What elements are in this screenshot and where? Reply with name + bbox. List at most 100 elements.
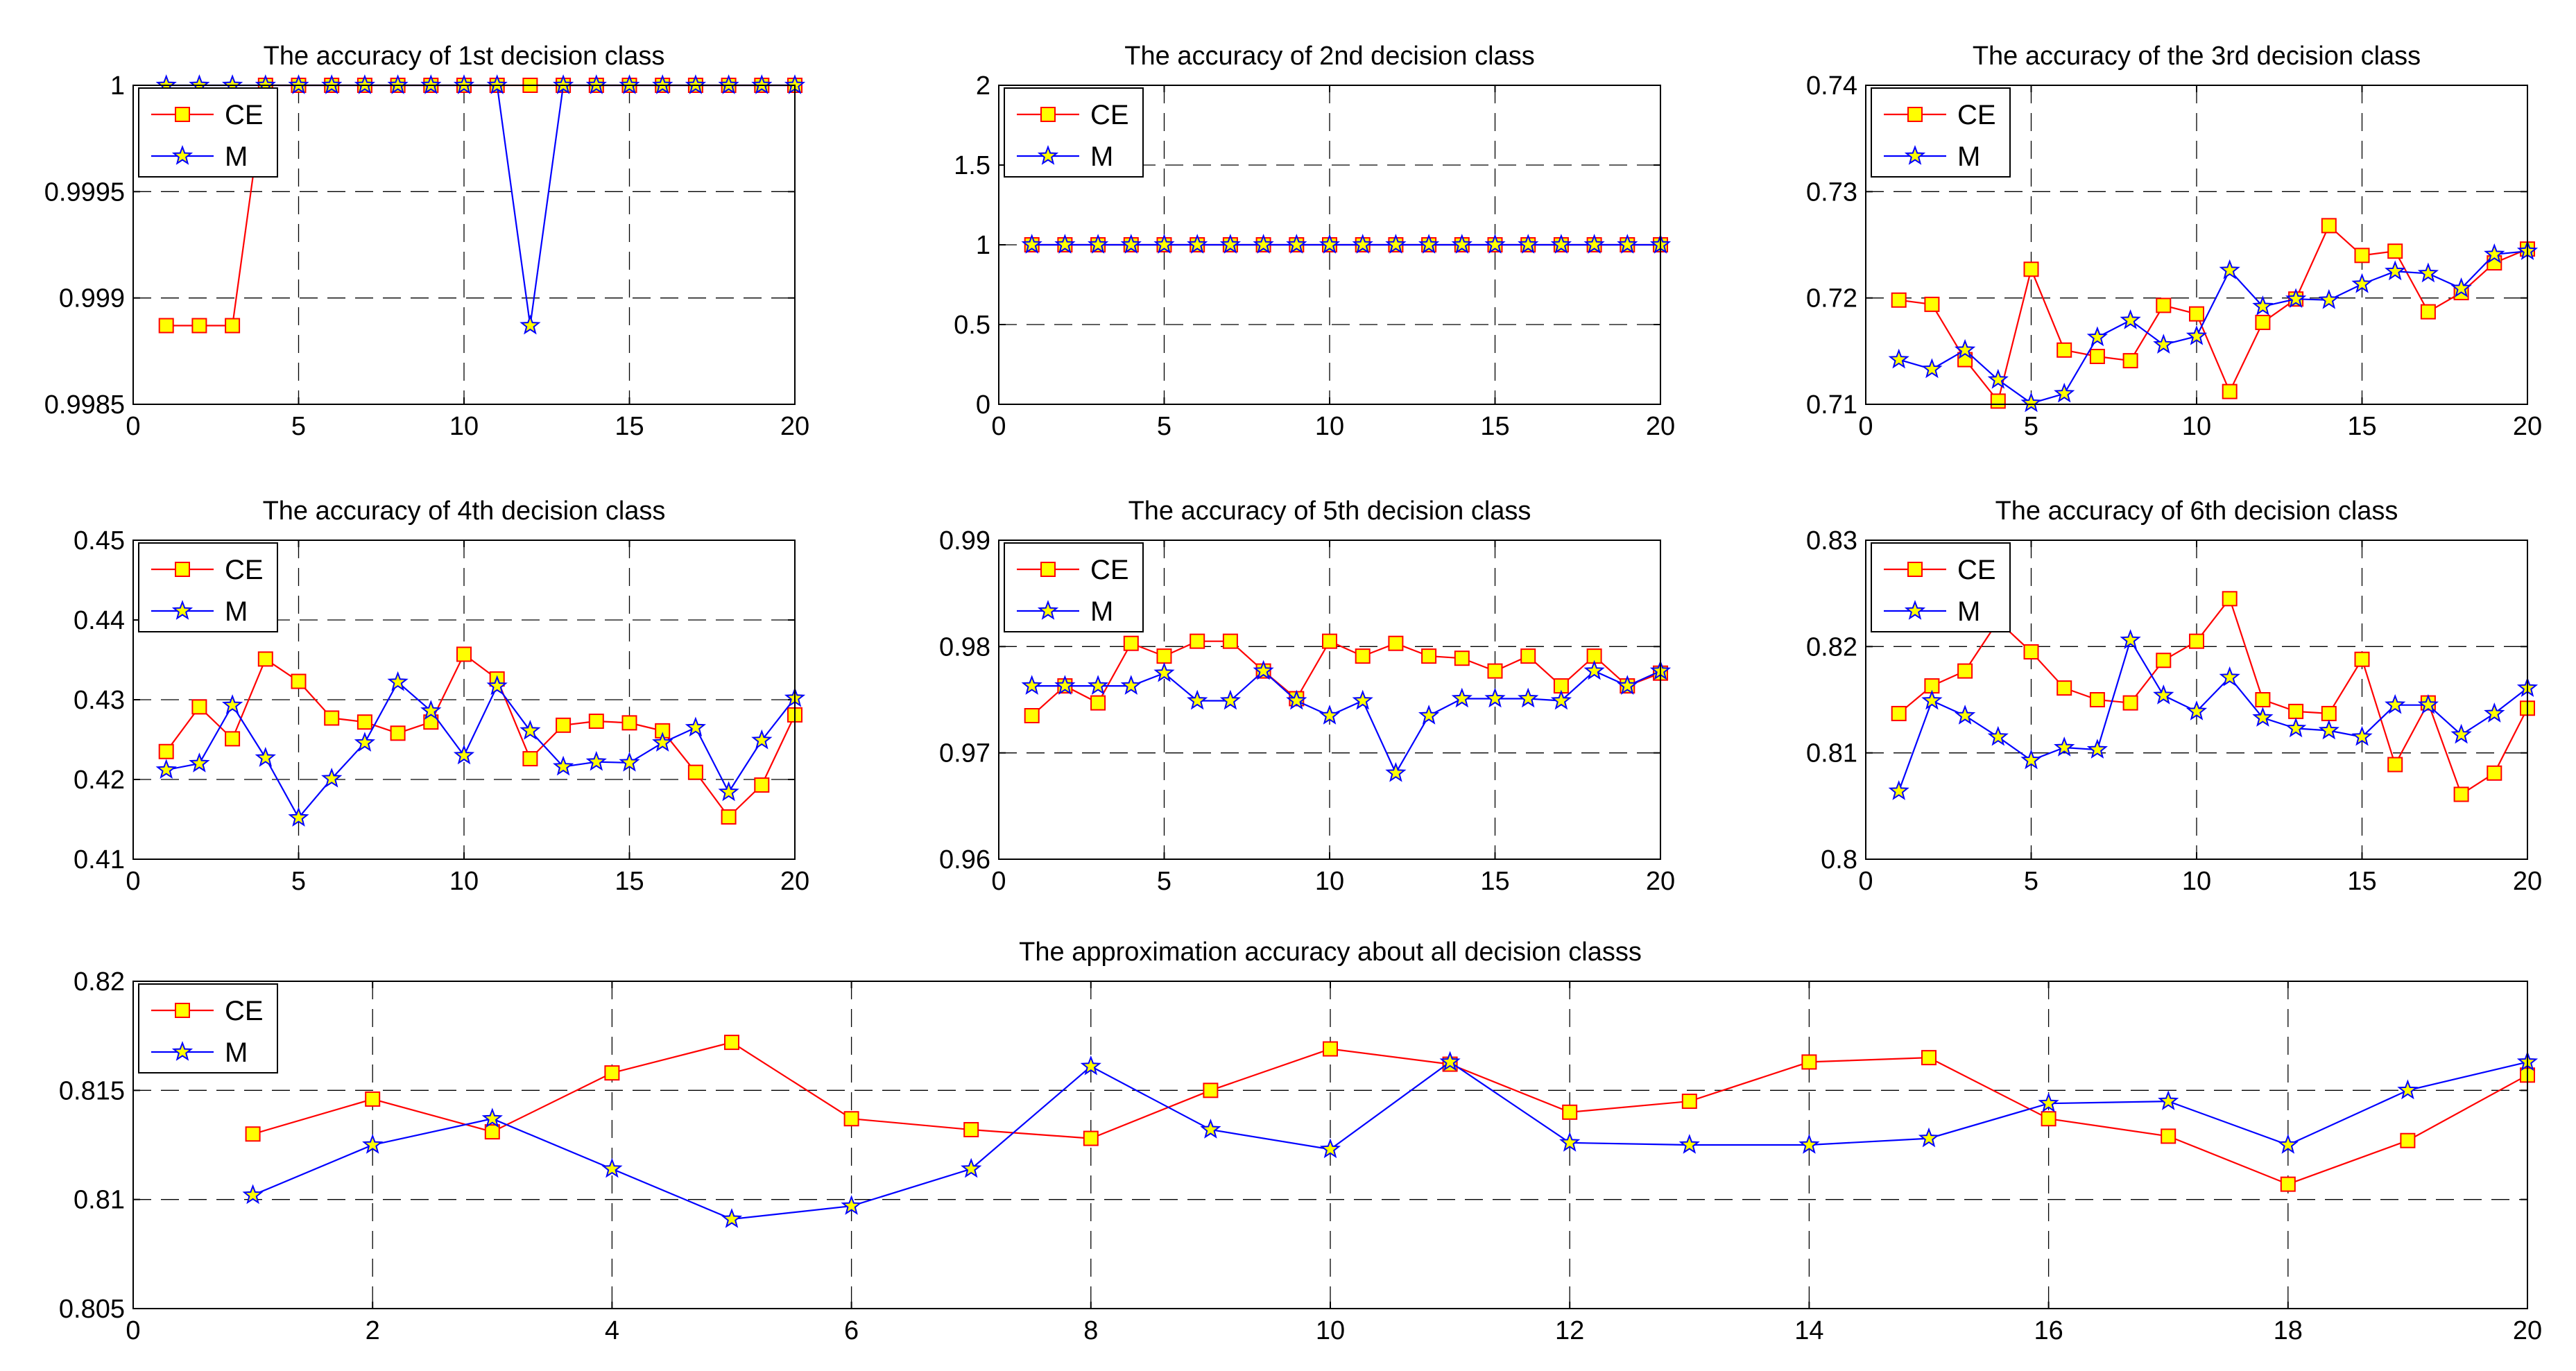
data-point	[552, 74, 574, 94]
data-point	[2252, 295, 2274, 316]
data-point	[453, 744, 475, 765]
x-tick-label: 10	[1315, 412, 1344, 441]
chart-5: 0 5 10 15 20 0.96 0.97 0.98 0.99 The accuracy of …	[939, 497, 1675, 896]
chart-title: The approximation accuracy about all dec…	[1019, 938, 1642, 967]
data-point	[1990, 393, 2006, 409]
data-point	[387, 671, 409, 691]
data-point	[588, 714, 604, 730]
data-point	[2280, 1176, 2296, 1192]
legend-marker	[1040, 107, 1056, 122]
y-tick-label: 0.815	[59, 1076, 125, 1105]
data-point	[221, 694, 243, 714]
data-point	[354, 74, 376, 94]
data-point	[2122, 695, 2138, 711]
data-point	[357, 714, 372, 730]
data-point	[961, 1157, 982, 1178]
data-point	[2285, 717, 2307, 738]
data-point	[2318, 719, 2339, 740]
data-point	[1120, 234, 1142, 254]
x-tick-label: 15	[1480, 867, 1509, 896]
legend-marker	[1907, 562, 1923, 577]
data-point	[604, 1065, 620, 1081]
x-tick-label: 10	[2182, 412, 2211, 441]
data-point	[2023, 261, 2039, 277]
x-tick-label: 15	[2347, 412, 2376, 441]
chart-title: The accuracy of the 3rd decision class	[1973, 42, 2421, 71]
legend-label: CE	[1957, 100, 1996, 130]
data-point	[1352, 689, 1373, 710]
data-point	[2153, 334, 2174, 354]
legend-item-m: M	[151, 1037, 248, 1068]
data-point	[390, 725, 406, 741]
data-point	[2417, 693, 2439, 714]
data-point	[324, 710, 340, 726]
data-point	[2351, 725, 2373, 746]
data-point	[2385, 260, 2406, 281]
data-point	[619, 74, 640, 94]
data-point	[1087, 234, 1109, 254]
data-point	[486, 74, 508, 94]
x-tick-label: 5	[2024, 867, 2038, 896]
data-point	[2417, 262, 2439, 283]
x-tick-labels: 0 5 10 15 20	[126, 412, 809, 441]
grid-lines	[133, 981, 2527, 1309]
y-tick-label: 1.5	[954, 151, 990, 180]
data-point	[481, 1107, 503, 1128]
data-point	[365, 1091, 381, 1107]
y-tick-label: 0.9985	[44, 390, 125, 420]
data-point	[2484, 702, 2505, 723]
legend-marker	[1904, 145, 1926, 165]
data-point	[585, 750, 607, 771]
data-point	[1200, 1119, 1221, 1139]
data-point	[362, 1134, 384, 1154]
data-point	[2321, 218, 2337, 234]
data-point	[1323, 1041, 1338, 1057]
y-tick-labels: 0.71 0.72 0.73 0.74	[1806, 71, 1857, 420]
x-tick-label: 20	[2513, 412, 2542, 441]
data-point	[2277, 1134, 2299, 1154]
axes-frame	[998, 85, 1661, 405]
legend-item-ce: CE	[151, 555, 264, 585]
data-point	[1219, 234, 1242, 254]
legend-marker	[175, 1003, 190, 1018]
x-tick-label: 0	[991, 867, 1006, 896]
data-point	[1891, 705, 1907, 721]
y-tick-label: 2	[976, 71, 990, 101]
y-tick-labels: 0.41 0.42 0.43 0.44 0.45	[74, 526, 125, 874]
data-point	[601, 1157, 623, 1178]
data-point	[1484, 687, 1506, 708]
legend-box	[1871, 542, 2011, 632]
legend-item-m: M	[151, 596, 248, 627]
legend-item-m: M	[1884, 596, 1980, 627]
x-tick-label: 5	[1157, 412, 1171, 441]
y-tick-label: 0.43	[74, 686, 125, 715]
x-tick-label: 20	[780, 867, 809, 896]
data-point	[288, 807, 309, 827]
data-point	[1888, 348, 1909, 369]
data-point	[2158, 1090, 2179, 1110]
data-point	[751, 74, 773, 94]
legend: CE M	[138, 983, 278, 1073]
y-tick-label: 0.73	[1806, 178, 1857, 207]
data-point	[453, 74, 475, 94]
data-point	[420, 700, 442, 720]
data-point	[2255, 314, 2271, 330]
data-point	[2161, 1128, 2176, 1144]
y-tick-label: 0.82	[1806, 632, 1857, 662]
data-point	[1286, 234, 1307, 254]
data-point	[2400, 1132, 2416, 1148]
data-point	[619, 752, 640, 772]
data-point	[2089, 349, 2105, 364]
data-point	[354, 732, 376, 752]
data-point	[1487, 663, 1503, 679]
data-point	[1454, 650, 1470, 666]
data-point	[1583, 234, 1605, 254]
data-point	[1484, 234, 1506, 254]
series-line	[252, 1061, 2528, 1221]
data-point	[1054, 675, 1076, 695]
x-tick-label: 20	[1646, 867, 1675, 896]
data-point	[724, 1035, 739, 1051]
axes-frame	[132, 540, 796, 860]
x-tick-label: 15	[1480, 412, 1509, 441]
